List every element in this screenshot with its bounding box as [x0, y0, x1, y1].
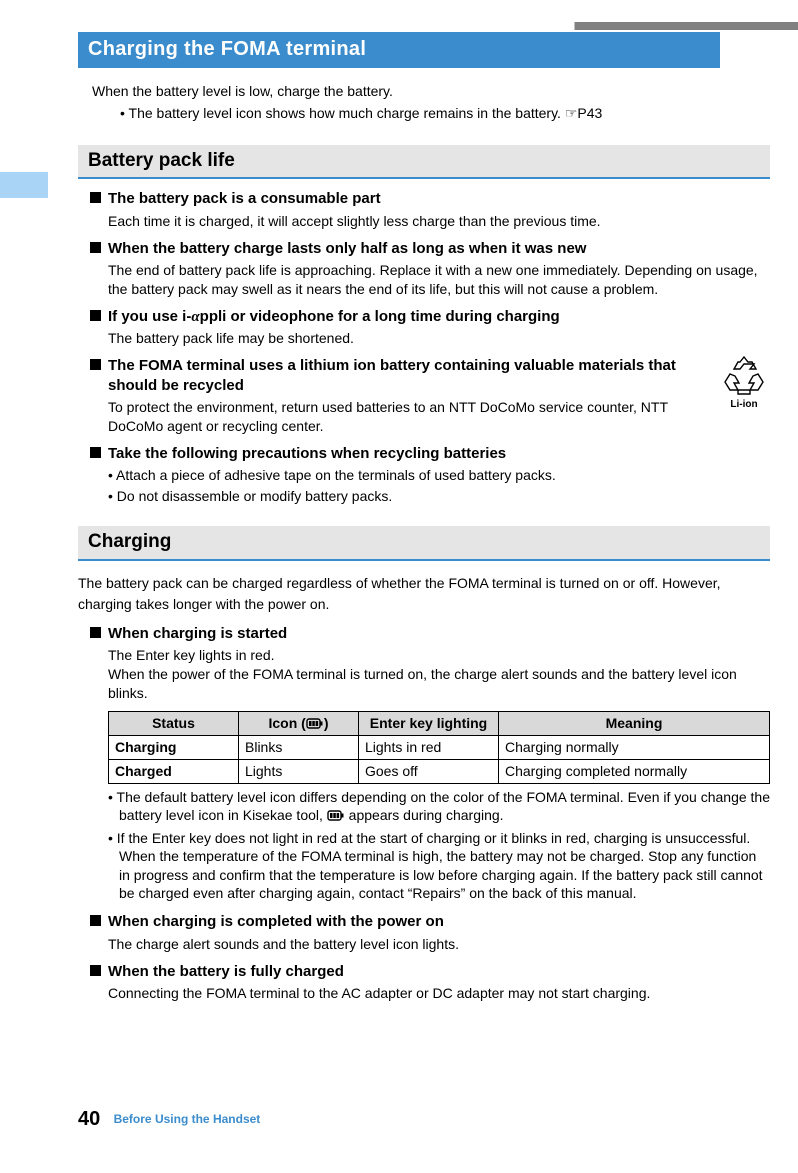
table-row: Charging Blinks Lights in red Charging n… [109, 735, 770, 759]
bl-item-5: Take the following precautions when recy… [78, 444, 770, 506]
bl-item-3-title: If you use i-αppli or videophone for a l… [78, 307, 770, 327]
bl5-sub1: Attach a piece of adhesive tape on the t… [108, 466, 770, 485]
ch-completed: When charging is completed with the powe… [78, 912, 770, 953]
page-banner: Charging the FOMA terminal [78, 32, 720, 68]
bl5-sub2: Do not disassemble or modify battery pac… [108, 487, 770, 506]
bl-item-2-title: When the battery charge lasts only half … [78, 239, 770, 259]
r0-meaning: Charging normally [499, 735, 770, 759]
ch-start-line2: When the power of the FOMA terminal is t… [108, 665, 766, 703]
bl-item-3-body: The battery pack life may be shortened. [78, 329, 770, 348]
charging-note-1: The default battery level icon differs d… [108, 788, 770, 825]
charging-note-2: If the Enter key does not light in red a… [108, 829, 770, 903]
bl-item-5-title: Take the following precautions when recy… [78, 444, 770, 464]
r1-icon: Lights [239, 759, 359, 783]
footer-section: Before Using the Handset [114, 1112, 261, 1126]
ch-full: When the battery is fully charged Connec… [78, 962, 770, 1003]
table-header-row: Status Icon () Enter key lighting Meanin… [109, 711, 770, 735]
recycle-label: Li-ion [720, 398, 768, 412]
recycle-mark: Li-ion [720, 356, 768, 412]
section-heading-battery-life: Battery pack life [78, 145, 770, 180]
r1-meaning: Charging completed normally [499, 759, 770, 783]
bl-item-4: The FOMA terminal uses a lithium ion bat… [78, 356, 770, 436]
battery-icon [327, 809, 345, 822]
page-footer: 40 Before Using the Handset [78, 1106, 260, 1133]
ch-completed-body: The charge alert sounds and the battery … [78, 935, 770, 954]
th-icon-post: ) [324, 715, 329, 731]
ch-full-body: Connecting the FOMA terminal to the AC a… [78, 984, 770, 1003]
bl-item-1-body: Each time it is charged, it will accept … [78, 212, 770, 231]
intro-lead: When the battery level is low, charge th… [92, 82, 756, 101]
th-enter: Enter key lighting [359, 711, 499, 735]
ch-full-title: When the battery is fully charged [78, 962, 770, 982]
table-row: Charged Lights Goes off Charging complet… [109, 759, 770, 783]
bl-item-2: When the battery charge lasts only half … [78, 239, 770, 299]
bl3-pre: If you use i- [108, 308, 191, 325]
ch-start-body: The Enter key lights in red. When the po… [78, 646, 770, 703]
bl-item-2-body: The end of battery pack life is approach… [78, 261, 770, 299]
intro-ref: P43 [577, 105, 602, 121]
th-icon-pre: Icon ( [268, 715, 305, 731]
th-meaning: Meaning [499, 711, 770, 735]
charging-intro: The battery pack can be charged regardle… [78, 573, 770, 616]
r0-icon: Blinks [239, 735, 359, 759]
side-tab [0, 172, 48, 198]
intro-bullet-text: The battery level icon shows how much ch… [129, 105, 565, 121]
ref-arrow-icon: ☞ [565, 107, 578, 122]
ch-start-line1: The Enter key lights in red. [108, 646, 766, 665]
section-heading-charging: Charging [78, 526, 770, 561]
r1-enter: Goes off [359, 759, 499, 783]
top-accent-bar [0, 22, 798, 30]
ch-start: When charging is started The Enter key l… [78, 624, 770, 703]
note1b: appears during charging. [345, 807, 504, 823]
th-icon: Icon () [239, 711, 359, 735]
bl-item-1: The battery pack is a consumable part Ea… [78, 189, 770, 230]
ch-completed-title: When charging is completed with the powe… [78, 912, 770, 932]
bl-item-4-title: The FOMA terminal uses a lithium ion bat… [78, 356, 770, 397]
charging-status-table: Status Icon () Enter key lighting Meanin… [108, 711, 770, 784]
bl-item-1-title: The battery pack is a consumable part [78, 189, 770, 209]
r1-status: Charged [109, 759, 239, 783]
bl-item-3: If you use i-αppli or videophone for a l… [78, 307, 770, 348]
ch-start-title: When charging is started [78, 624, 770, 644]
recycle-icon [720, 356, 768, 396]
page-content: When the battery level is low, charge th… [78, 82, 770, 1003]
bl-item-4-body: To protect the environment, return used … [78, 398, 770, 436]
battery-icon [306, 717, 324, 730]
bl3-alpha: α [191, 309, 199, 325]
bl3-post: ppli or videophone for a long time durin… [200, 308, 560, 325]
th-status: Status [109, 711, 239, 735]
intro-bullet: The battery level icon shows how much ch… [120, 104, 756, 125]
intro-block: When the battery level is low, charge th… [92, 82, 756, 125]
r0-status: Charging [109, 735, 239, 759]
page-number: 40 [78, 1108, 100, 1130]
r0-enter: Lights in red [359, 735, 499, 759]
